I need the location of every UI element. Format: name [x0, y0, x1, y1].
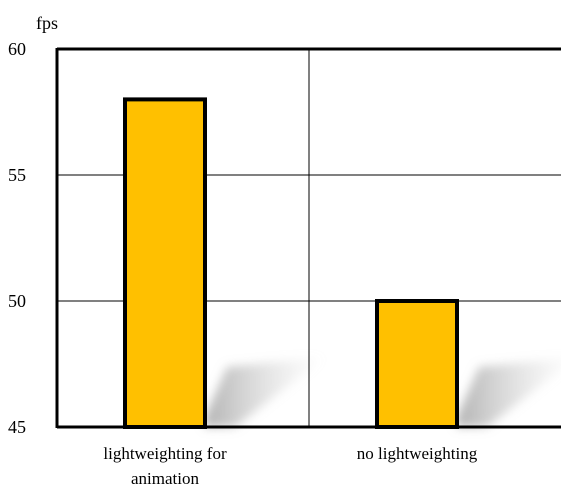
axes [55, 47, 561, 429]
bar-0 [123, 97, 207, 430]
y-axis-label: fps [36, 13, 58, 33]
y-tick-label: 45 [8, 417, 26, 437]
y-tick-label: 50 [8, 291, 26, 311]
bar-shadows [205, 357, 561, 427]
bars [123, 97, 459, 430]
bar-shadow [457, 358, 561, 427]
category-label: no lightweighting [357, 444, 478, 463]
y-tick-label: 60 [8, 39, 26, 59]
y-tick-labels: 45 50 55 60 [8, 39, 26, 437]
category-labels: lightweighting for animation no lightweigh… [103, 444, 477, 488]
bar-shadow [205, 357, 325, 427]
category-label: animation [131, 469, 199, 488]
bar-1 [375, 299, 459, 429]
y-tick-label: 55 [8, 165, 26, 185]
category-label: lightweighting for [103, 444, 227, 463]
